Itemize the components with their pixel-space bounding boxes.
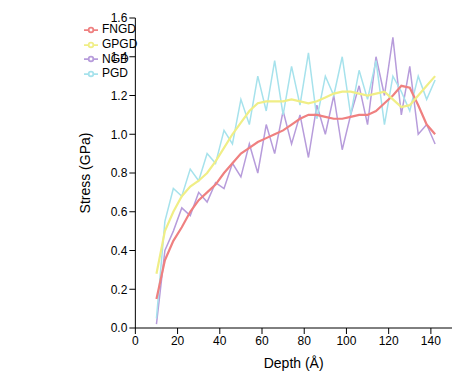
svg-text:0.2: 0.2 bbox=[111, 283, 128, 297]
svg-text:0.8: 0.8 bbox=[111, 166, 128, 180]
svg-text:20: 20 bbox=[171, 334, 185, 348]
svg-text:1.4: 1.4 bbox=[111, 50, 128, 64]
svg-text:100: 100 bbox=[336, 334, 356, 348]
svg-text:120: 120 bbox=[379, 334, 399, 348]
svg-text:Depth (Å): Depth (Å) bbox=[264, 355, 324, 371]
svg-text:0.0: 0.0 bbox=[111, 321, 128, 335]
svg-text:1.2: 1.2 bbox=[111, 89, 128, 103]
svg-text:0.4: 0.4 bbox=[111, 244, 128, 258]
svg-text:140: 140 bbox=[421, 334, 441, 348]
svg-text:0: 0 bbox=[132, 334, 139, 348]
svg-text:1.6: 1.6 bbox=[111, 11, 128, 25]
svg-text:Stress (GPa): Stress (GPa) bbox=[77, 133, 93, 214]
svg-text:0.6: 0.6 bbox=[111, 205, 128, 219]
svg-text:60: 60 bbox=[255, 334, 269, 348]
svg-text:40: 40 bbox=[213, 334, 227, 348]
svg-text:1.0: 1.0 bbox=[111, 128, 128, 142]
svg-text:80: 80 bbox=[298, 334, 312, 348]
